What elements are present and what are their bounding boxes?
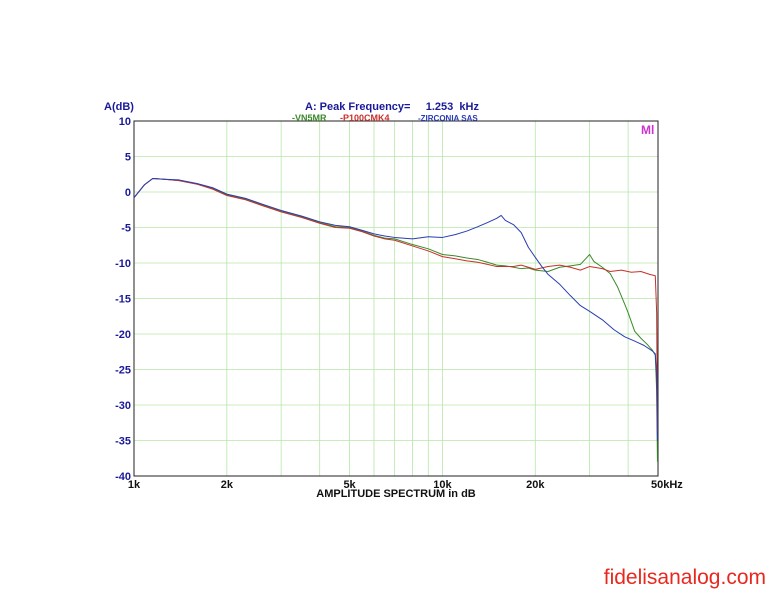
y-tick-label: 10 — [119, 116, 131, 128]
y-tick-label: 5 — [125, 152, 131, 164]
x-axis-label: AMPLITUDE SPECTRUM in dB — [316, 488, 476, 500]
series-layer — [133, 178, 658, 462]
legend-entry-zirconia-sas: -ZIRCONIA SAS — [418, 114, 478, 123]
y-tick-label: -40 — [115, 471, 131, 483]
y-tick-label: -15 — [115, 294, 131, 306]
x-tick-label: 50kHz — [651, 479, 683, 491]
y-tick-label: 0 — [125, 187, 131, 199]
y-tick-label: -20 — [115, 329, 131, 341]
corner-label: Ml — [641, 123, 654, 137]
x-tick-label: 5k — [343, 479, 356, 491]
watermark-text: fidelisanalog.com — [603, 566, 766, 589]
grid-layer — [134, 121, 658, 476]
y-axis-ticks: 10 5 0 -5 -10 -15 -20 -25 -30 -35 -40 — [115, 116, 131, 483]
y-tick-label: -30 — [115, 400, 131, 412]
y-tick-label: -35 — [115, 436, 131, 448]
series-line-1 — [133, 178, 658, 462]
series-line-2 — [133, 178, 658, 434]
x-tick-label: 2k — [221, 479, 234, 491]
x-tick-label: 20k — [526, 479, 545, 491]
y-tick-label: -5 — [121, 223, 131, 235]
chart-title: A: Peak Frequency= 1.253 kHz — [305, 101, 479, 113]
y-tick-label: -10 — [115, 258, 131, 270]
y-axis-label: A(dB) — [104, 101, 134, 113]
x-tick-label: 1k — [128, 479, 141, 491]
x-tick-label: 10k — [433, 479, 452, 491]
series-line-3 — [133, 178, 658, 441]
legend-entry-vn5mr: -VN5MR — [292, 113, 327, 123]
plot-frame — [133, 120, 659, 477]
y-tick-label: -25 — [115, 365, 131, 377]
x-axis-ticks: 1k 2k 5k 10k 20k 50kHz — [128, 479, 683, 491]
legend-entry-p100cmk4: -P100CMK4 — [340, 113, 390, 123]
